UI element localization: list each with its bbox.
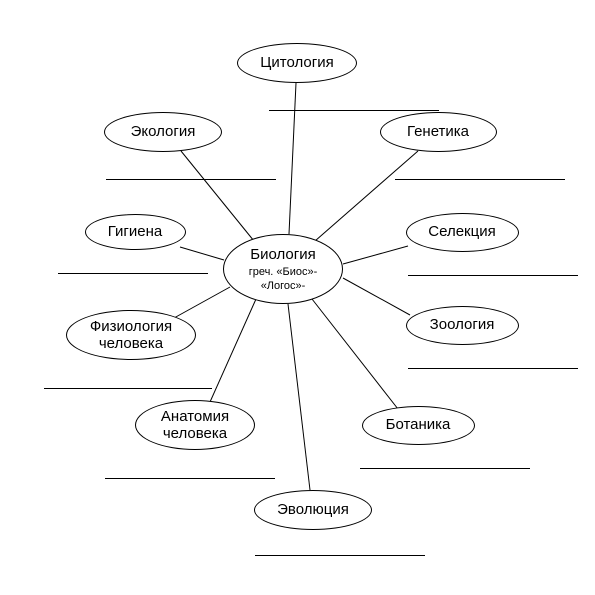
edge-center-anatomy: [210, 299, 256, 402]
node-genetics: Генетика: [380, 112, 497, 152]
node-evolution-label: Эволюция: [277, 501, 349, 518]
node-ecology: Экология: [104, 112, 222, 152]
writeline-anatomy: [105, 478, 275, 479]
node-evolution: Эволюция: [254, 490, 372, 530]
node-genetics-label: Генетика: [407, 123, 469, 140]
edge-center-cytology: [289, 83, 296, 234]
writeline-zoology: [408, 368, 578, 369]
node-physiology-label: Физиология человека: [90, 318, 172, 353]
node-anatomy: Анатомия человека: [135, 400, 255, 450]
node-center-subtext-0: греч. «Биос»-: [249, 266, 318, 278]
writeline-genetics: [395, 179, 565, 180]
node-center-subtext-1: «Логос»-: [261, 280, 306, 292]
edge-center-hygiene: [180, 247, 224, 260]
writeline-botany: [360, 468, 530, 469]
node-botany-label: Ботаника: [386, 416, 451, 433]
node-zoology-label: Зоология: [430, 316, 495, 333]
node-ecology-label: Экология: [131, 123, 196, 140]
edge-center-genetics: [315, 151, 418, 241]
node-cytology: Цитология: [237, 43, 357, 83]
writeline-physiology: [44, 388, 212, 389]
writeline-ecology: [106, 179, 276, 180]
node-hygiene-label: Гигиена: [108, 223, 162, 240]
edge-center-selection: [343, 246, 408, 264]
node-physiology: Физиология человека: [66, 310, 196, 360]
node-selection-label: Селекция: [428, 223, 495, 240]
writeline-cytology: [269, 110, 439, 111]
node-hygiene: Гигиена: [85, 214, 186, 250]
writeline-selection: [408, 275, 578, 276]
edge-center-physiology: [174, 287, 230, 318]
node-cytology-label: Цитология: [260, 54, 333, 71]
node-anatomy-label: Анатомия человека: [161, 408, 229, 443]
writeline-evolution: [255, 555, 425, 556]
edge-center-botany: [312, 299, 398, 409]
node-botany: Ботаника: [362, 406, 475, 445]
edge-center-evolution: [288, 304, 310, 490]
node-selection: Селекция: [406, 213, 519, 252]
node-zoology: Зоология: [406, 306, 519, 345]
writeline-hygiene: [58, 273, 208, 274]
node-center: Биология греч. «Биос»- «Логос»-: [223, 234, 343, 304]
edge-center-ecology: [181, 151, 254, 241]
node-center-label: Биология: [250, 246, 315, 263]
edge-center-zoology: [343, 278, 410, 315]
